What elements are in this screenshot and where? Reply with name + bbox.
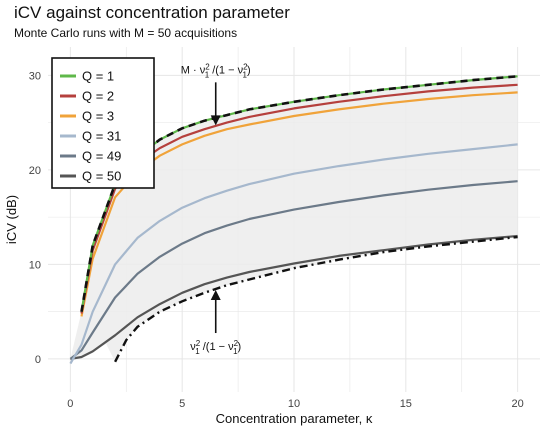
legend: Q = 1 Q = 2 Q = 3 Q = 31 Q = 49 Q = 50 bbox=[51, 57, 155, 189]
y-tick-label: 0 bbox=[35, 354, 41, 366]
annotation-layer: M · ν2 1 /(1 − ν2 1) ν2 1 /(1 − ν2 1) bbox=[181, 62, 251, 356]
legend-label: Q = 31 bbox=[82, 129, 121, 144]
chart-title: iCV against concentration parameter bbox=[14, 3, 290, 22]
y-axis-label: iCV (dB) bbox=[4, 195, 19, 244]
tick-layer: 0 5 10 15 20 0 10 20 30 bbox=[29, 70, 524, 410]
legend-label: Q = 2 bbox=[82, 89, 114, 104]
series-line-q49 bbox=[69, 180, 518, 360]
legend-item: Q = 31 bbox=[60, 129, 121, 144]
lower-bound-annotation: ν2 1 /(1 − ν2 1) bbox=[190, 290, 241, 356]
shaded-band bbox=[70, 76, 518, 362]
legend-item: Q = 50 bbox=[60, 169, 121, 184]
legend-label: Q = 50 bbox=[82, 169, 121, 184]
x-tick-label: 0 bbox=[67, 398, 73, 410]
upper-bound-annotation: M · ν2 1 /(1 − ν2 1) bbox=[181, 62, 251, 126]
x-tick-label: 10 bbox=[288, 398, 300, 410]
legend-label: Q = 1 bbox=[82, 69, 114, 84]
y-tick-label: 20 bbox=[29, 165, 41, 177]
x-tick-label: 5 bbox=[179, 398, 185, 410]
legend-label: Q = 3 bbox=[82, 109, 114, 124]
band-layer bbox=[70, 76, 518, 362]
x-tick-label: 20 bbox=[512, 398, 524, 410]
legend-item: Q = 49 bbox=[60, 149, 121, 164]
chart-subtitle: Monte Carlo runs with M = 50 acquisition… bbox=[14, 26, 238, 40]
x-axis-label: Concentration parameter, κ bbox=[216, 411, 373, 426]
series-line-q50 bbox=[70, 234, 518, 360]
series-line-q31 bbox=[69, 143, 518, 365]
y-tick-label: 10 bbox=[29, 259, 41, 271]
legend-label: Q = 49 bbox=[82, 149, 121, 164]
legend-box bbox=[51, 57, 155, 189]
legend-item: Q = 2 bbox=[60, 89, 114, 104]
x-tick-label: 15 bbox=[400, 398, 412, 410]
legend-item: Q = 3 bbox=[60, 109, 114, 124]
y-tick-label: 30 bbox=[29, 70, 41, 82]
upper-bound-formula: M · ν2 1 /(1 − ν2 1) bbox=[181, 62, 251, 79]
legend-item: Q = 1 bbox=[60, 69, 114, 84]
lower-bound-formula: ν2 1 /(1 − ν2 1) bbox=[190, 339, 241, 356]
